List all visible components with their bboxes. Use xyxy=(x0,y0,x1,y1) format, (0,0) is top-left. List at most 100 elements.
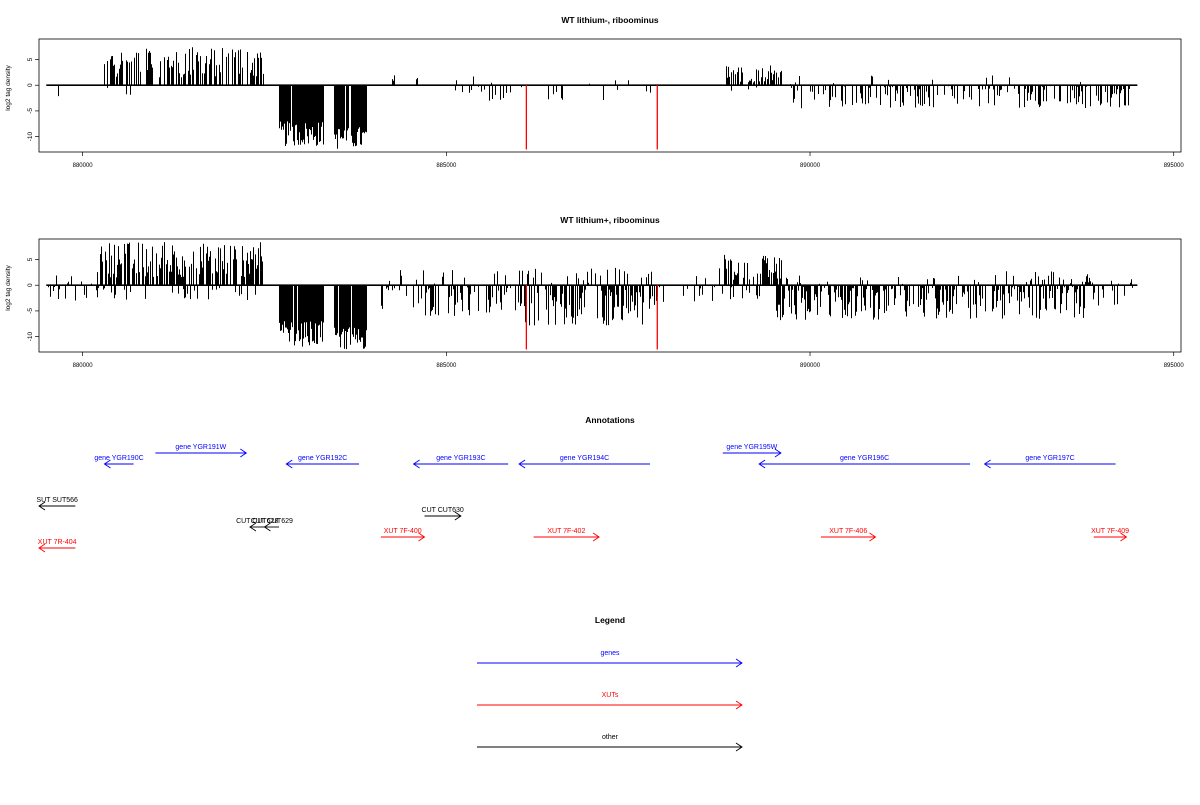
annotation-arrow: XUT 7F-400 xyxy=(380,528,426,542)
arrow-head-icon xyxy=(1120,532,1128,542)
annotation-arrow: gene YGR192C xyxy=(285,455,360,469)
legend-entry-label: genes xyxy=(600,650,620,657)
arrow-head-icon xyxy=(735,658,743,668)
annotation-arrow: XUT 7F-409 xyxy=(1091,528,1129,542)
annotation-label: SUT SUT566 xyxy=(36,497,78,504)
annotation-label: gene YGR193C xyxy=(436,455,485,462)
annotation-label: gene YGR195W xyxy=(726,444,777,451)
panel-title: WT lithium-, riboominus xyxy=(561,15,659,25)
arrow-head-icon xyxy=(869,532,877,542)
coverage-bar-path xyxy=(48,242,1133,350)
annotation-label: XUT 7F-400 xyxy=(384,528,422,535)
annotation-arrow: gene YGR193C xyxy=(412,455,509,469)
annotation-arrow: CUT CUT628 xyxy=(236,518,278,532)
x-tick-label: 890000 xyxy=(800,363,821,369)
annotation-label: CUT CUT629 xyxy=(251,518,293,525)
arrow-head-icon xyxy=(249,522,257,532)
arrow-head-icon xyxy=(240,448,248,458)
axis-ticks: 880000 885000 890000 895000 -10 -5 0 5 xyxy=(27,57,1184,169)
annotation-label: gene YGR192C xyxy=(298,455,347,462)
y-tick-label: 5 xyxy=(27,257,34,261)
axis-ticks: 880000 885000 890000 895000 -10 -5 0 5 xyxy=(27,257,1184,369)
arrow-head-icon xyxy=(454,511,462,521)
arrow-head-icon xyxy=(735,742,743,752)
arrow-head-icon xyxy=(38,501,46,511)
legend-panel: Legend genes XUTs other xyxy=(477,615,743,752)
arrow-head-icon xyxy=(758,459,766,469)
plot-frame xyxy=(38,238,1182,353)
arrow-head-icon xyxy=(412,459,420,469)
coverage-bar-path xyxy=(58,47,1130,149)
coverage-panel-lithium-minus: WT lithium-, riboominus log2 tag density… xyxy=(5,15,1184,169)
legend-entries: genes XUTs other xyxy=(477,650,743,752)
arrow-head-icon xyxy=(418,532,426,542)
arrow-head-icon xyxy=(103,459,111,469)
annotations-title: Annotations xyxy=(585,415,635,425)
annotation-label: CUT CUT630 xyxy=(422,507,464,514)
arrow-head-icon xyxy=(263,522,271,532)
legend-entry: genes xyxy=(477,650,743,668)
legend-title: Legend xyxy=(595,615,625,625)
coverage-panel-lithium-plus: WT lithium+, riboominus log2 tag density… xyxy=(5,215,1184,369)
annotation-label: XUT 7R-404 xyxy=(38,539,77,546)
y-axis-label: log2 tag density xyxy=(5,264,12,310)
annotation-arrow: gene YGR196C xyxy=(758,455,971,469)
annotation-label: XUT 7F-409 xyxy=(1091,528,1129,535)
x-tick-label: 895000 xyxy=(1164,363,1185,369)
x-tick-label: 895000 xyxy=(1164,163,1185,169)
y-tick-label: -5 xyxy=(27,308,34,314)
annotation-label: gene YGR196C xyxy=(840,455,889,462)
annotation-arrow: XUT 7F-402 xyxy=(533,528,600,542)
panel-title: WT lithium+, riboominus xyxy=(560,215,660,225)
annotation-items: gene YGR190C gene YGR191W gene YGR192C gene… xyxy=(36,444,1129,553)
annotation-arrow: gene YGR194C xyxy=(518,455,651,469)
legend-entry: XUTs xyxy=(477,692,743,710)
y-axis-label: log2 tag density xyxy=(5,64,12,110)
arrow-head-icon xyxy=(38,543,46,553)
legend-entry-label: XUTs xyxy=(602,692,619,699)
annotation-label: gene YGR191W xyxy=(175,444,226,451)
x-tick-label: 885000 xyxy=(436,363,457,369)
arrow-head-icon xyxy=(774,448,782,458)
y-tick-label: -10 xyxy=(27,332,34,342)
y-tick-label: 0 xyxy=(27,83,34,87)
x-tick-label: 885000 xyxy=(436,163,457,169)
y-tick-label: 5 xyxy=(27,57,34,61)
annotation-arrow: gene YGR191W xyxy=(155,444,248,458)
annotation-arrow: gene YGR195W xyxy=(722,444,782,458)
annotation-arrow: gene YGR190C xyxy=(94,455,144,469)
annotation-label: gene YGR190C xyxy=(94,455,143,462)
y-tick-label: -5 xyxy=(27,108,34,114)
annotation-arrow: CUT CUT630 xyxy=(422,507,464,521)
arrow-head-icon xyxy=(518,459,526,469)
annotation-label: XUT 7F-406 xyxy=(829,528,867,535)
annotation-label: gene YGR197C xyxy=(1025,455,1074,462)
x-tick-label: 880000 xyxy=(73,163,94,169)
annotation-arrow: XUT 7R-404 xyxy=(38,539,77,553)
arrow-head-icon xyxy=(983,459,991,469)
y-tick-label: 0 xyxy=(27,283,34,287)
y-tick-label: -10 xyxy=(27,132,34,142)
arrow-head-icon xyxy=(735,700,743,710)
annotation-label: XUT 7F-402 xyxy=(547,528,585,535)
annotation-label: CUT CUT628 xyxy=(236,518,278,525)
x-tick-label: 880000 xyxy=(73,363,94,369)
legend-entry-label: other xyxy=(602,734,619,741)
annotation-arrow: CUT CUT629 xyxy=(251,518,293,532)
plot-frame xyxy=(38,38,1182,153)
annotation-arrow: XUT 7F-406 xyxy=(820,528,877,542)
legend-entry: other xyxy=(477,734,743,752)
arrow-head-icon xyxy=(285,459,293,469)
coverage-bars xyxy=(46,242,1138,350)
annotation-arrow: gene YGR197C xyxy=(983,455,1116,469)
x-tick-label: 890000 xyxy=(800,163,821,169)
arrow-head-icon xyxy=(592,532,600,542)
coverage-bars xyxy=(46,47,1138,149)
red-markers xyxy=(525,85,658,150)
annotation-arrow: SUT SUT566 xyxy=(36,497,78,511)
red-markers xyxy=(525,285,658,350)
annotation-label: gene YGR194C xyxy=(560,455,609,462)
